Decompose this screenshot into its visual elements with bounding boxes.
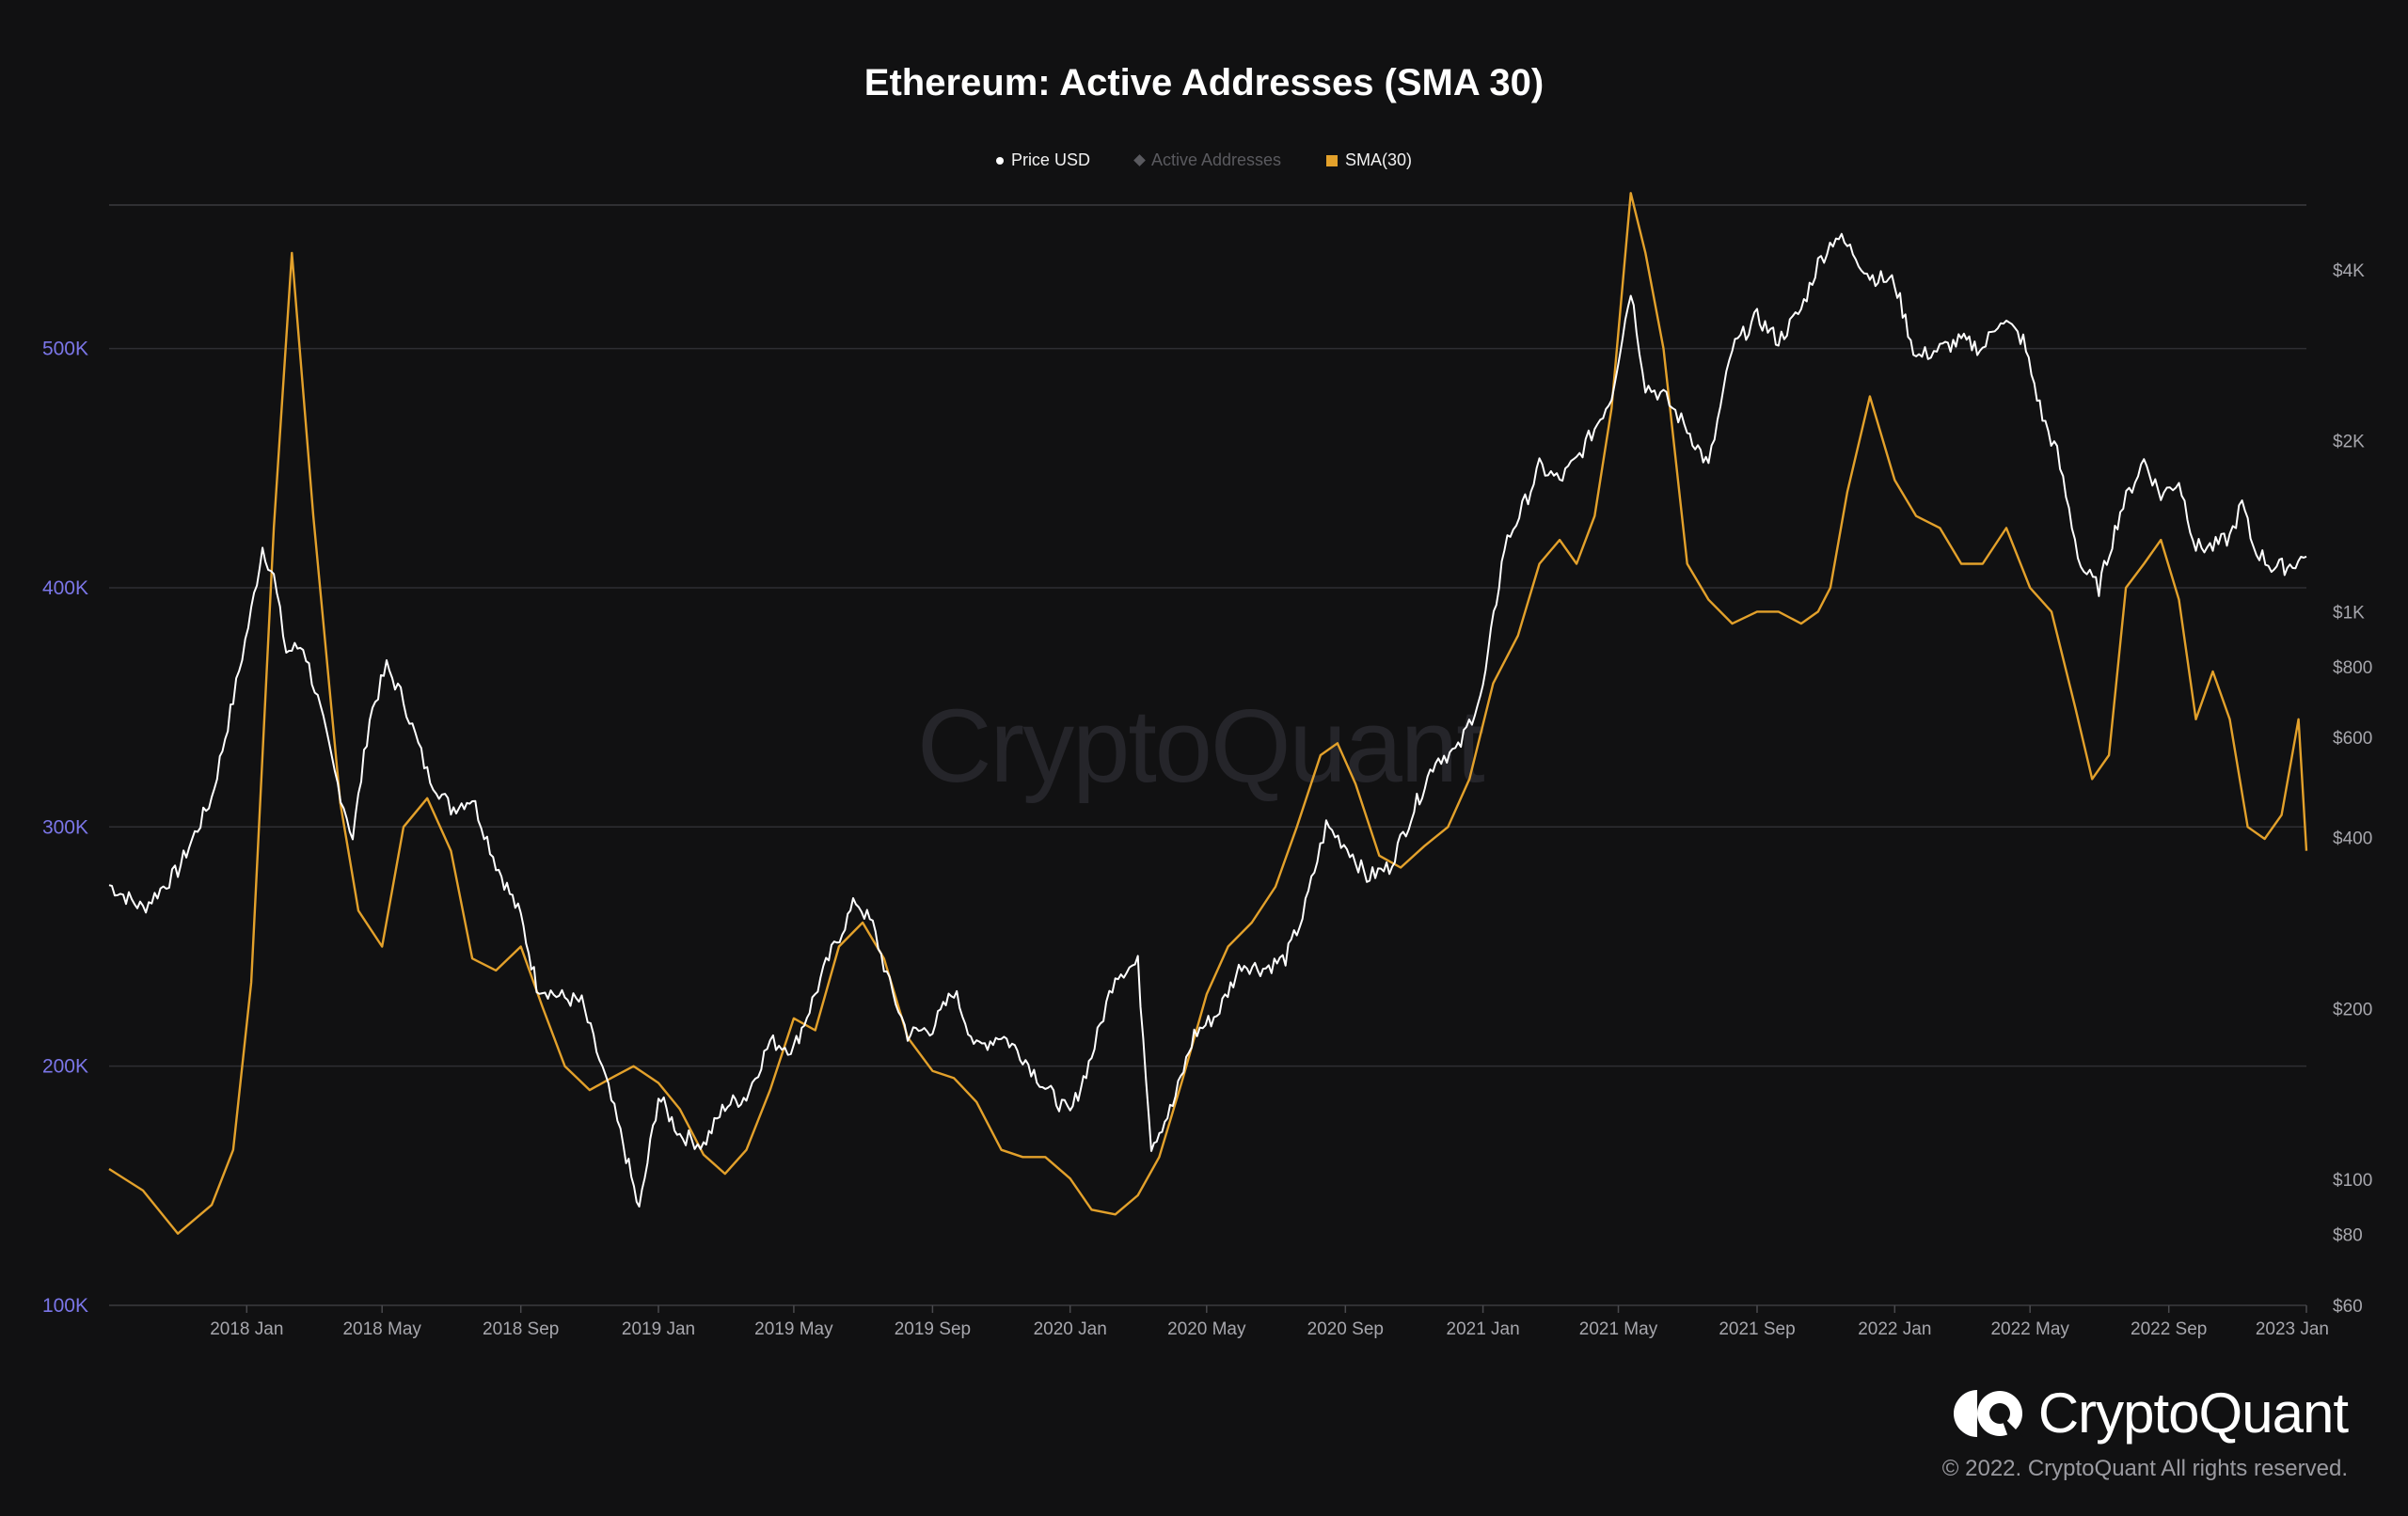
x-tick-label: 2022 Jan xyxy=(1858,1319,1931,1339)
legend-label-price: Price USD xyxy=(1010,150,1090,169)
legend-label-sma: SMA(30) xyxy=(1345,150,1413,169)
series-line-price-usd xyxy=(108,232,2307,1208)
brand: CryptoQuant xyxy=(1952,1381,2349,1445)
x-tick-label: 2023 Jan xyxy=(2256,1319,2329,1339)
right-tick-label: $400 xyxy=(2333,829,2372,849)
x-tick-label: 2018 Jan xyxy=(210,1319,283,1339)
left-tick-label: 100K xyxy=(42,1295,88,1317)
left-tick-label: 500K xyxy=(42,339,88,360)
series-line-sma30 xyxy=(108,192,2308,1235)
right-tick-label: $80 xyxy=(2333,1226,2363,1246)
legend-item-price[interactable]: Price USD xyxy=(995,150,1090,170)
cryptoquant-logo-icon xyxy=(1953,1389,2023,1437)
right-tick-label: $60 xyxy=(2333,1297,2363,1317)
x-tick-label: 2020 May xyxy=(1167,1319,1246,1339)
right-tick-label: $1K xyxy=(2333,603,2365,623)
legend-item-active-addresses[interactable]: Active Addresses xyxy=(1133,150,1282,170)
legend-square-icon xyxy=(1326,154,1339,166)
left-axis: 100K 200K 300K 400K 500K xyxy=(42,339,88,1317)
x-tick-label: 2019 Jan xyxy=(622,1319,695,1339)
x-tick-label: 2021 May xyxy=(1579,1319,1658,1339)
right-tick-label: $4K xyxy=(2333,261,2365,281)
x-tick-label: 2022 Sep xyxy=(2131,1319,2207,1339)
right-tick-label: $100 xyxy=(2333,1171,2372,1191)
legend: Price USD Active Addresses SMA(30) xyxy=(0,150,2408,170)
x-axis: 2018 Jan 2018 May 2018 Sep 2019 Jan 2019 May… xyxy=(210,1305,2329,1339)
right-tick-label: $800 xyxy=(2333,658,2372,678)
x-tick-label: 2021 Sep xyxy=(1719,1319,1795,1339)
chart-title: Ethereum: Active Addresses (SMA 30) xyxy=(863,62,1545,103)
x-tick-label: 2019 Sep xyxy=(895,1319,971,1339)
right-axis: $60 $80 $100 $200 $400 $600 $800 $1K $2K $4K xyxy=(2333,261,2372,1317)
x-tick-label: 2020 Jan xyxy=(1034,1319,1107,1339)
legend-label-active-addresses: Active Addresses xyxy=(1150,150,1282,169)
brand-name: CryptoQuant xyxy=(2037,1382,2349,1445)
x-tick-label: 2019 May xyxy=(754,1319,833,1339)
left-tick-label: 300K xyxy=(42,816,88,838)
legend-dot-icon xyxy=(995,156,1004,165)
legend-item-sma[interactable]: SMA(30) xyxy=(1326,150,1412,170)
right-tick-label: $600 xyxy=(2333,729,2372,749)
x-tick-label: 2020 Sep xyxy=(1307,1319,1384,1339)
series-layer xyxy=(108,192,2308,1235)
left-tick-label: 400K xyxy=(42,577,88,599)
left-tick-label: 200K xyxy=(42,1056,88,1078)
x-tick-label: 2021 Jan xyxy=(1447,1319,1520,1339)
x-tick-label: 2018 Sep xyxy=(483,1319,559,1339)
gridlines xyxy=(109,204,2306,1306)
copyright: © 2022. CryptoQuant All rights reserved. xyxy=(1941,1456,2348,1481)
watermark: CryptoQuant xyxy=(917,688,1485,804)
right-tick-label: $2K xyxy=(2333,433,2365,452)
x-tick-label: 2022 May xyxy=(1990,1319,2069,1339)
right-tick-label: $200 xyxy=(2333,1000,2372,1019)
x-tick-label: 2018 May xyxy=(342,1319,421,1339)
